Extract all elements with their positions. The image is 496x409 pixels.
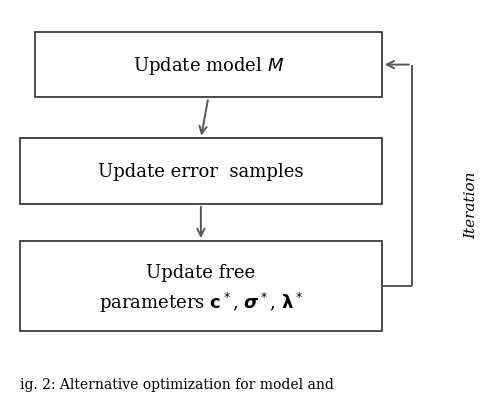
Text: ig. 2: Alternative optimization for model and: ig. 2: Alternative optimization for mode… — [20, 378, 334, 391]
Text: Update error  samples: Update error samples — [98, 163, 304, 181]
Text: Iteration: Iteration — [464, 171, 478, 238]
Bar — [35, 33, 382, 98]
Bar — [20, 241, 382, 331]
Text: Update model $M$: Update model $M$ — [133, 54, 284, 76]
Text: Update free: Update free — [146, 264, 255, 282]
Bar — [20, 139, 382, 204]
Text: parameters $\mathbf{c}^*$, $\boldsymbol{\sigma}^*$, $\boldsymbol{\lambda}^*$: parameters $\mathbf{c}^*$, $\boldsymbol{… — [99, 290, 303, 315]
